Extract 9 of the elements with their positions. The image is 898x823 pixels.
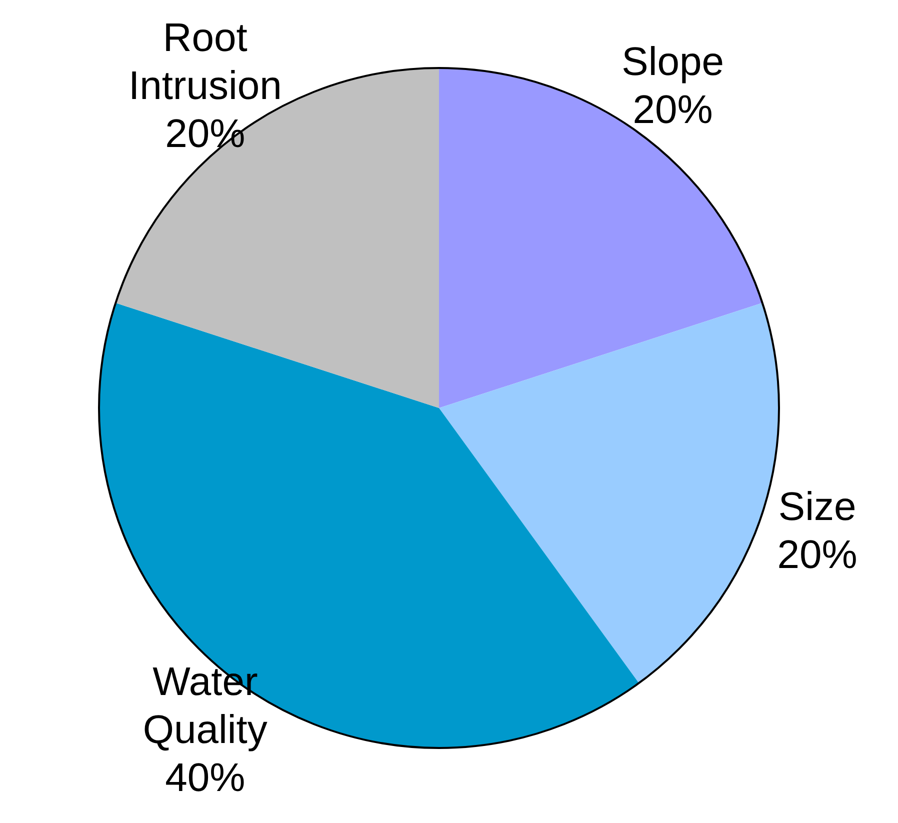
pie-slice: [116, 68, 439, 408]
data-label: 40%: [165, 756, 246, 800]
data-label: 20%: [632, 88, 713, 132]
slice-label: Slope: [622, 40, 724, 84]
slice-label: Size: [778, 484, 856, 529]
data-label: 20%: [165, 112, 246, 156]
pie-slice: [439, 302, 778, 684]
data-label: 20%: [777, 532, 858, 577]
slice-label: Root Intrusion: [128, 16, 282, 108]
